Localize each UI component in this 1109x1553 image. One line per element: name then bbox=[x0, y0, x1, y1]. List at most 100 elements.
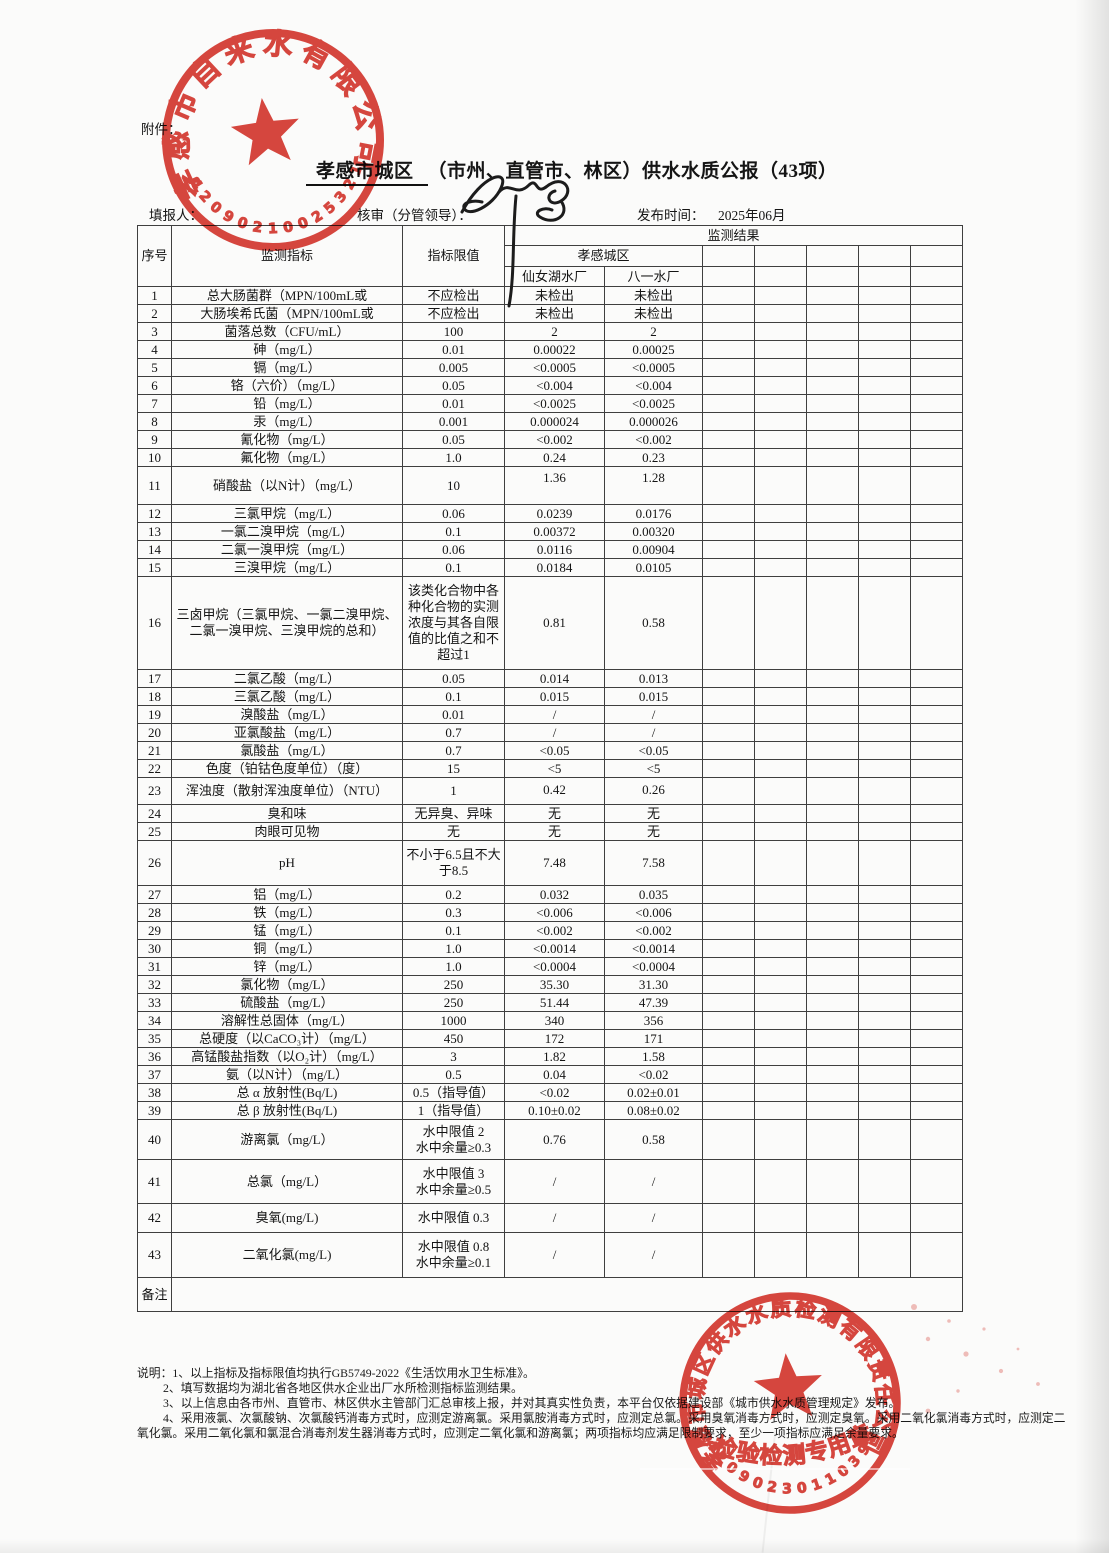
cell-indicator: 铝（mg/L） bbox=[171, 885, 403, 904]
cell-empty bbox=[909, 840, 964, 886]
cell-empty bbox=[806, 903, 859, 922]
cell-value-bayi: 0.035 bbox=[604, 885, 703, 904]
cell-row-number: 21 bbox=[137, 741, 172, 760]
cell-empty bbox=[806, 1159, 859, 1204]
cell-row-number: 15 bbox=[137, 558, 172, 577]
cell-row-number: 5 bbox=[137, 358, 172, 377]
cell-empty bbox=[806, 822, 859, 841]
cell-row-number: 20 bbox=[137, 723, 172, 742]
cell-empty bbox=[806, 939, 859, 958]
cell-indicator: 游离氯（mg/L） bbox=[171, 1119, 403, 1160]
cell-empty bbox=[858, 957, 911, 976]
cell-indicator: 二氯一溴甲烷（mg/L） bbox=[171, 540, 403, 559]
table-row: 34 溶解性总固体（mg/L） 1000 340 356 bbox=[137, 1011, 964, 1030]
cell-empty bbox=[754, 993, 807, 1012]
table-row: 17 二氯乙酸（mg/L） 0.05 0.014 0.013 bbox=[137, 669, 964, 688]
cell-value-xiannvhu: 0.000024 bbox=[504, 412, 605, 431]
table-row: 20 亚氯酸盐（mg/L） 0.7 / / bbox=[137, 723, 964, 742]
cell-indicator: 铅（mg/L） bbox=[171, 394, 403, 413]
table-row: 9 氰化物（mg/L） 0.05 <0.002 <0.002 bbox=[137, 430, 964, 449]
cell-value-bayi: 未检出 bbox=[604, 304, 703, 323]
cell-empty bbox=[858, 1047, 911, 1066]
cell-empty bbox=[702, 804, 755, 823]
cell-row-number: 19 bbox=[137, 705, 172, 724]
cell-empty bbox=[858, 840, 911, 886]
header-empty bbox=[909, 266, 964, 287]
cell-value-xiannvhu: 51.44 bbox=[504, 993, 605, 1012]
table-row: 14 二氯一溴甲烷（mg/L） 0.06 0.0116 0.00904 bbox=[137, 540, 964, 559]
cell-indicator: 二氯乙酸（mg/L） bbox=[171, 669, 403, 688]
table-row: 21 氯酸盐（mg/L） 0.7 <0.05 <0.05 bbox=[137, 741, 964, 760]
cell-indicator: 锌（mg/L） bbox=[171, 957, 403, 976]
cell-empty bbox=[754, 1083, 807, 1102]
cell-empty bbox=[909, 1232, 964, 1278]
cell-empty bbox=[702, 1029, 755, 1048]
cell-value-bayi: 47.39 bbox=[604, 993, 703, 1012]
cell-empty bbox=[806, 522, 859, 541]
footnote-line: 2、填写数据均为湖北省各地区供水企业出厂水所检测指标监测结果。 bbox=[163, 1381, 523, 1395]
cell-empty bbox=[754, 669, 807, 688]
cell-value-bayi: 31.30 bbox=[604, 975, 703, 994]
cell-limit: 1.0 bbox=[402, 448, 505, 467]
cell-empty bbox=[909, 975, 964, 994]
cell-empty bbox=[806, 921, 859, 940]
cell-value-xiannvhu: 7.48 bbox=[504, 840, 605, 886]
cell-row-number: 26 bbox=[137, 840, 172, 886]
cell-empty bbox=[754, 804, 807, 823]
cell-empty bbox=[909, 1203, 964, 1233]
cell-limit: 0.01 bbox=[402, 705, 505, 724]
cell-empty bbox=[858, 504, 911, 523]
cell-value-xiannvhu: 340 bbox=[504, 1011, 605, 1030]
cell-row-number: 41 bbox=[137, 1159, 172, 1204]
header-empty bbox=[754, 245, 807, 267]
reviewer-label: 核审（分管领导）： bbox=[357, 208, 472, 223]
publish-time-value: 2025年06月 bbox=[718, 208, 786, 223]
cell-empty bbox=[909, 412, 964, 431]
cell-empty bbox=[806, 741, 859, 760]
cell-value-xiannvhu: / bbox=[504, 1203, 605, 1233]
cell-row-number: 29 bbox=[137, 921, 172, 940]
table-row: 18 三氯乙酸（mg/L） 0.1 0.015 0.015 bbox=[137, 687, 964, 706]
cell-empty bbox=[754, 777, 807, 805]
table-row: 5 镉（mg/L） 0.005 <0.0005 <0.0005 bbox=[137, 358, 964, 377]
cell-limit: 0.005 bbox=[402, 358, 505, 377]
cell-indicator: 硫酸盐（mg/L） bbox=[171, 993, 403, 1012]
cell-value-bayi: 未检出 bbox=[604, 286, 703, 305]
cell-empty bbox=[858, 448, 911, 467]
cell-value-bayi: / bbox=[604, 723, 703, 742]
header-no: 序号 bbox=[137, 225, 172, 287]
cell-empty bbox=[858, 1029, 911, 1048]
cell-value-bayi: / bbox=[604, 1232, 703, 1278]
cell-empty bbox=[909, 1083, 964, 1102]
table-row: 33 硫酸盐（mg/L） 250 51.44 47.39 bbox=[137, 993, 964, 1012]
cell-row-number: 39 bbox=[137, 1101, 172, 1120]
cell-indicator: 三氯乙酸（mg/L） bbox=[171, 687, 403, 706]
table-row: 16 三卤甲烷（三氯甲烷、一氯二溴甲烷、二氯一溴甲烷、三溴甲烷的总和） 该类化合… bbox=[137, 576, 964, 670]
table-row: 27 铝（mg/L） 0.2 0.032 0.035 bbox=[137, 885, 964, 904]
cell-empty bbox=[909, 903, 964, 922]
cell-empty bbox=[909, 705, 964, 724]
cell-empty bbox=[909, 1119, 964, 1160]
cell-empty bbox=[909, 286, 964, 305]
cell-empty bbox=[754, 466, 807, 505]
cell-indicator: 溶解性总固体（mg/L） bbox=[171, 1011, 403, 1030]
cell-empty bbox=[806, 376, 859, 395]
cell-empty bbox=[702, 777, 755, 805]
cell-empty bbox=[806, 1101, 859, 1120]
table-row: 13 一氯二溴甲烷（mg/L） 0.1 0.00372 0.00320 bbox=[137, 522, 964, 541]
cell-indicator: 臭和味 bbox=[171, 804, 403, 823]
cell-empty bbox=[806, 759, 859, 778]
cell-value-xiannvhu: / bbox=[504, 1159, 605, 1204]
cell-empty bbox=[858, 412, 911, 431]
table-row: 31 锌（mg/L） 1.0 <0.0004 <0.0004 bbox=[137, 957, 964, 976]
cell-limit: 0.06 bbox=[402, 540, 505, 559]
cell-empty bbox=[858, 993, 911, 1012]
cell-empty bbox=[909, 885, 964, 904]
cell-value-xiannvhu: <0.0025 bbox=[504, 394, 605, 413]
footnote-line: 3、以上信息由各市州、直管市、林区供水主管部门汇总审核上报，并对其真实性负责，本… bbox=[163, 1396, 901, 1410]
cell-value-xiannvhu: <0.002 bbox=[504, 430, 605, 449]
cell-row-number: 32 bbox=[137, 975, 172, 994]
cell-indicator: 氯酸盐（mg/L） bbox=[171, 741, 403, 760]
header-empty bbox=[702, 245, 755, 267]
cell-empty bbox=[702, 394, 755, 413]
